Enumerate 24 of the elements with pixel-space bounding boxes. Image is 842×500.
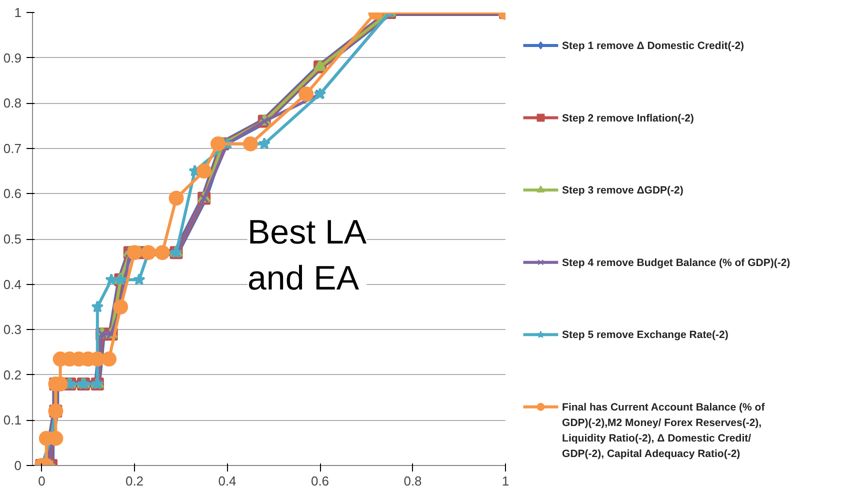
y-tick-label: 0.4 — [3, 276, 22, 292]
legend-label: Final has Current Account Balance (% of GDP)(-2),M2 Money/ Forex Reserves(-2), Liquidity Ratio(-2), Δ Domestic Credit/ GDP(-2), Capital Adequacy Ratio(-2) — [562, 401, 766, 460]
legend-label: Step 4 remove Budget Balance (% of GDP)(-2) — [562, 256, 790, 269]
y-tick-label: 0.1 — [3, 412, 22, 428]
legend-label: Step 1 remove Δ Domestic Credit(-2) — [562, 40, 744, 52]
y-tick-label: 0.2 — [3, 367, 22, 382]
x-tick-label: 0.2 — [125, 474, 144, 488]
x-tick-label: 0.8 — [404, 474, 422, 488]
x-tick-label: 1 — [502, 474, 510, 488]
y-tick-label: 0.8 — [3, 96, 22, 111]
legend-label: Step 2 remove Inflation(-2) — [562, 112, 694, 124]
annotation: Best LA and EA — [248, 214, 367, 298]
x-tick-label: 0 — [38, 474, 46, 488]
y-tick-label: 0.5 — [3, 232, 22, 246]
x-tick-label: 0.4 — [218, 474, 236, 488]
legend-label: Step 5 remove Exchange Rate(-2) — [562, 329, 728, 342]
legend-label: Step 3 remove ΔGDP(-2) — [562, 184, 684, 197]
y-tick-label: 0.6 — [3, 186, 22, 202]
y-tick-label: 0.9 — [3, 50, 22, 66]
y-tick-label: 0.3 — [3, 322, 22, 338]
x-tick-label: 0.6 — [310, 474, 330, 488]
y-tick-label: 1 — [14, 5, 22, 20]
y-tick-label: 0.7 — [3, 140, 22, 156]
y-tick-label: 0 — [14, 458, 22, 473]
